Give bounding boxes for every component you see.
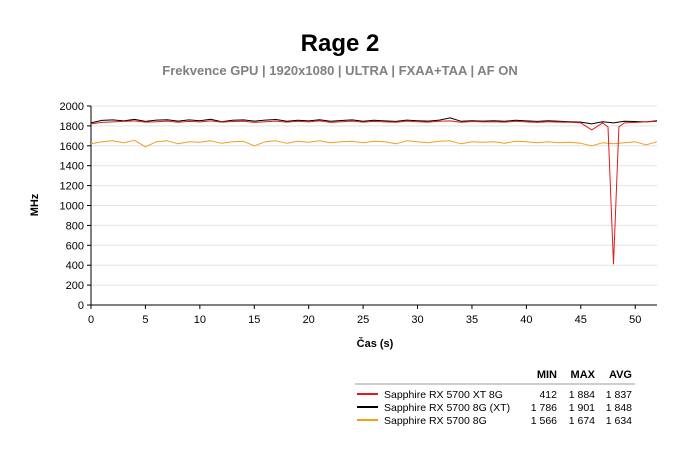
y-tick-label: 400 xyxy=(66,260,84,272)
x-tick-label: 5 xyxy=(142,314,148,326)
legend-stat-avg: 1 848 xyxy=(606,402,632,414)
legend-stat-max: 1 674 xyxy=(569,415,595,427)
x-tick-label: 30 xyxy=(411,314,423,326)
x-tick-label: 10 xyxy=(194,314,206,326)
legend-stat-avg: 1 837 xyxy=(606,389,632,401)
legend-stat-min: 1 566 xyxy=(531,415,557,427)
legend-series-name: Sapphire RX 5700 XT 8G xyxy=(384,389,503,401)
stats-header-avg: AVG xyxy=(609,369,632,381)
legend-series-name: Sapphire RX 5700 8G xyxy=(384,415,487,427)
y-tick-label: 1000 xyxy=(60,201,84,213)
legend-rows: Sapphire RX 5700 XT 8G 412 1 884 1 837 Sapph… xyxy=(357,389,632,427)
stats-header-min: MIN xyxy=(537,369,557,381)
axes xyxy=(87,105,657,309)
grid-lines xyxy=(91,105,657,306)
series-lines xyxy=(90,117,658,265)
stats-header-max: MAX xyxy=(571,369,596,381)
x-tick-labels: 0 5 10 15 20 25 30 35 40 45 50 xyxy=(88,314,641,326)
series-line-1 xyxy=(90,117,658,125)
legend-stat-min: 1 786 xyxy=(531,402,557,414)
x-tick-label: 20 xyxy=(303,314,315,326)
series-line-2 xyxy=(90,139,658,148)
series-line-0 xyxy=(90,120,658,265)
x-tick-label: 25 xyxy=(357,314,369,326)
y-axis-title: MHz xyxy=(29,193,41,216)
x-tick-label: 15 xyxy=(248,314,260,326)
legend-stat-max: 1 884 xyxy=(569,389,595,401)
x-tick-label: 40 xyxy=(520,314,532,326)
y-tick-label: 200 xyxy=(66,280,84,292)
y-tick-label: 1800 xyxy=(60,121,84,133)
y-tick-label: 600 xyxy=(66,240,84,252)
legend-stats-table: MIN MAX AVG Sapphire RX 5700 XT 8G 412 1 8… xyxy=(355,369,635,427)
y-tick-label: 1400 xyxy=(60,161,84,173)
legend-stat-max: 1 901 xyxy=(569,402,595,414)
legend-stat-min: 412 xyxy=(539,389,557,401)
y-tick-label: 1600 xyxy=(60,141,84,153)
x-axis-title: Čas (s) xyxy=(357,337,394,350)
x-tick-label: 0 xyxy=(88,314,94,326)
y-tick-label: 0 xyxy=(78,300,84,312)
y-tick-label: 800 xyxy=(66,220,84,232)
y-tick-labels: 0 200 400 600 800 1000 1200 1400 1600 1800 2000 xyxy=(60,101,84,312)
x-tick-label: 45 xyxy=(575,314,587,326)
x-tick-label: 35 xyxy=(466,314,478,326)
legend-stat-avg: 1 634 xyxy=(606,415,632,427)
y-tick-label: 2000 xyxy=(60,101,84,113)
chart-subtitle: Frekvence GPU | 1920x1080 | ULTRA | FXAA… xyxy=(162,63,517,78)
y-tick-label: 1200 xyxy=(60,181,84,193)
chart-title: Rage 2 xyxy=(301,30,380,57)
legend-series-name: Sapphire RX 5700 8G (XT) xyxy=(384,402,510,414)
x-tick-label: 50 xyxy=(629,314,641,326)
